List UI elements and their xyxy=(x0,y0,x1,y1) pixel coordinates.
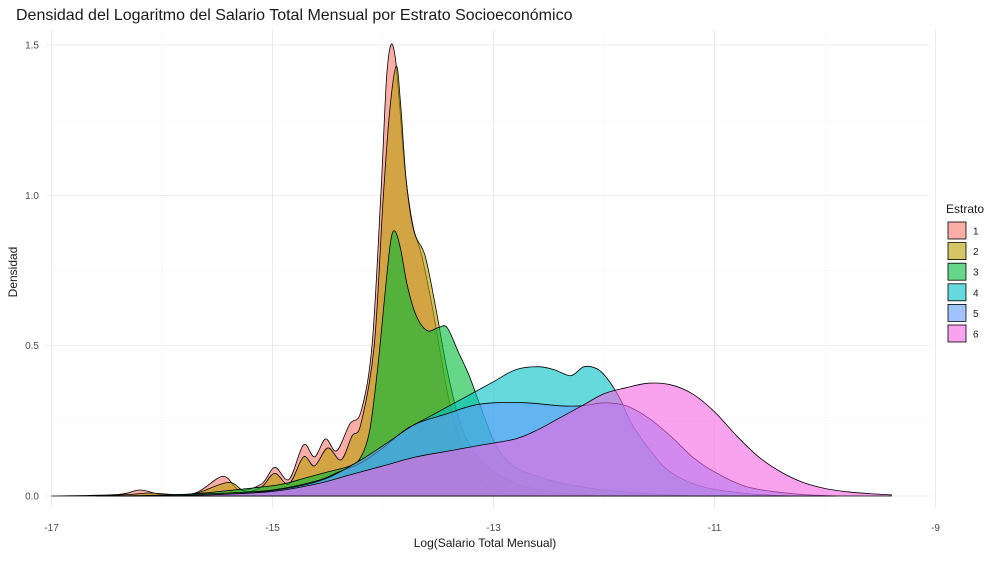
x-tick-label: -15 xyxy=(265,523,280,534)
x-tick-label: -13 xyxy=(486,523,501,534)
density-areas xyxy=(51,43,892,497)
chart-title: Densidad del Logaritmo del Salario Total… xyxy=(16,7,573,24)
density-area-estrato-6 xyxy=(161,382,892,497)
legend-label-estrato-1: 1 xyxy=(973,227,979,238)
legend-label-estrato-2: 2 xyxy=(973,247,979,258)
legend-label-estrato-5: 5 xyxy=(973,309,979,320)
legend-title: Estrato xyxy=(946,202,984,216)
legend-swatch-estrato-4 xyxy=(947,283,967,302)
legend-swatch-estrato-2 xyxy=(947,242,967,261)
legend: Estrato 1 2 3 4 5 6 xyxy=(946,202,984,343)
x-tick-label: -9 xyxy=(931,523,940,534)
legend-label-estrato-3: 3 xyxy=(973,268,979,279)
legend-swatch-estrato-1 xyxy=(947,221,967,240)
legend-swatch-estrato-6 xyxy=(947,324,967,343)
x-tick-label: -11 xyxy=(708,523,722,534)
legend-label-estrato-6: 6 xyxy=(973,330,979,341)
legend-swatch-estrato-3 xyxy=(947,262,967,281)
legend-label-estrato-4: 4 xyxy=(973,288,979,299)
y-tick-label: 0.5 xyxy=(25,341,39,352)
legend-swatch-estrato-5 xyxy=(947,303,967,322)
y-tick-label: 0.0 xyxy=(25,491,39,502)
x-axis-ticks: -17 -15 -13 -11 -9 xyxy=(44,523,940,534)
y-tick-label: 1.5 xyxy=(25,41,39,52)
y-axis-label: Densidad xyxy=(6,247,20,298)
x-tick-label: -17 xyxy=(44,523,59,534)
y-axis-ticks: 0.0 0.5 1.0 1.5 xyxy=(25,41,39,503)
y-tick-label: 1.0 xyxy=(25,191,39,202)
x-axis-label: Log(Salario Total Mensual) xyxy=(414,536,557,550)
